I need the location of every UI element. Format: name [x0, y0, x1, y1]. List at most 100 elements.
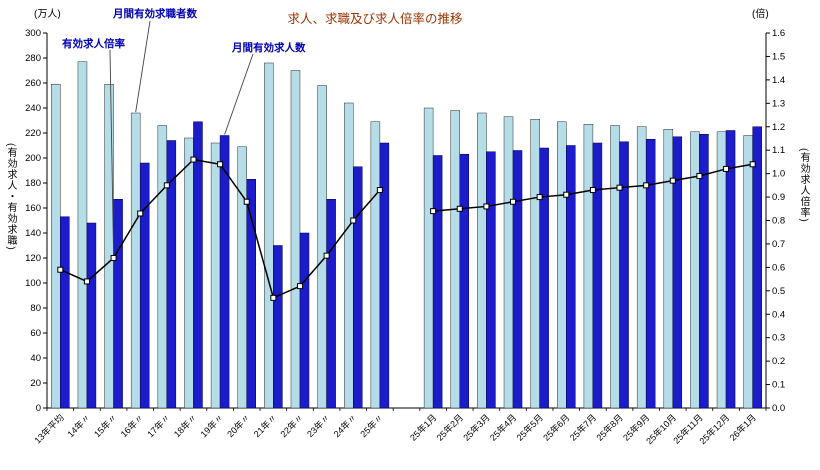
right-axis-tick-label: 0.8 — [772, 216, 785, 227]
ratio-marker — [83, 278, 90, 285]
ratio-marker — [456, 205, 463, 212]
x-category-label: 17年〃 — [145, 412, 173, 440]
ratio-marker — [217, 161, 224, 168]
bar-openings — [486, 151, 496, 409]
ratio-marker — [270, 294, 277, 301]
left-axis-tick-label: 220 — [25, 128, 41, 139]
bar-openings — [166, 140, 177, 409]
left-axis-tick-label: 60 — [30, 328, 41, 339]
legend-openings-label: 月間有効求人数 — [232, 42, 306, 54]
bar-openings — [193, 121, 203, 409]
bar-seekers — [636, 126, 647, 409]
legend-seekers-label: 月間有効求職者数 — [113, 8, 197, 20]
left-axis-tick-label: 140 — [25, 228, 41, 239]
bar-openings — [299, 232, 310, 409]
ratio-marker — [669, 177, 676, 184]
bar-seekers — [104, 84, 114, 409]
right-axis-tick-label: 0.7 — [772, 239, 785, 250]
bar-openings — [752, 126, 762, 409]
x-category-label: 24年〃 — [331, 412, 359, 440]
left-axis-tick-label: 180 — [25, 178, 41, 189]
x-category-label: 22年〃 — [278, 412, 306, 440]
left-axis-tick-label: 100 — [25, 278, 41, 289]
right-axis-tick-label: 0.9 — [772, 192, 785, 203]
left-axis-tick-label: 300 — [25, 28, 41, 39]
x-category-label: 25年6月 — [541, 412, 572, 443]
bar-seekers — [477, 112, 487, 409]
x-category-label: 25年〃 — [358, 412, 386, 440]
bar-seekers — [503, 116, 514, 409]
bar-seekers — [157, 125, 168, 409]
annotation-line-seekers — [135, 20, 151, 113]
left-axis-tick-label: 0 — [36, 403, 41, 414]
bar-openings — [113, 199, 123, 409]
bar-seekers — [130, 112, 141, 409]
left-axis-unit-label: (万人) — [34, 9, 61, 20]
right-axis-tick-label: 0.6 — [772, 262, 785, 273]
right-axis-tick-label: 0.0 — [772, 403, 785, 414]
bar-openings — [219, 135, 230, 409]
right-axis-title: (有効求人倍率) — [798, 148, 809, 223]
bar-openings — [619, 141, 629, 409]
x-category-label: 25年2月 — [434, 412, 465, 443]
bar-seekers — [450, 110, 461, 409]
bar-openings — [326, 199, 336, 409]
annotation-line-openings — [224, 53, 254, 135]
x-category-label: 13年平均 — [32, 412, 66, 446]
x-category-label: 18年〃 — [171, 412, 199, 440]
x-category-label: 14年〃 — [65, 412, 93, 440]
bar-openings — [566, 145, 576, 409]
left-axis-tick-label: 160 — [25, 203, 41, 214]
bar-seekers — [530, 119, 540, 409]
ratio-marker — [163, 182, 170, 189]
right-axis-tick-label: 1.3 — [772, 98, 785, 109]
ratio-marker — [243, 198, 250, 205]
ratio-marker — [190, 156, 197, 163]
bar-seekers — [423, 107, 434, 409]
bar-seekers — [343, 102, 354, 409]
bar-seekers — [77, 61, 88, 409]
right-axis-tick-label: 1.6 — [772, 28, 785, 39]
bar-openings — [512, 150, 523, 409]
bar-seekers — [557, 121, 567, 409]
left-axis-tick-label: 20 — [30, 378, 41, 389]
ratio-marker — [563, 191, 570, 198]
right-axis-tick-label: 1.1 — [772, 145, 785, 156]
x-category-label: 23年〃 — [304, 412, 332, 440]
bar-seekers — [51, 84, 61, 409]
ratio-marker — [376, 187, 383, 194]
bar-seekers — [370, 121, 381, 409]
bar-openings — [60, 216, 70, 409]
right-axis-tick-label: 1.5 — [772, 51, 785, 62]
ratio-marker — [57, 266, 64, 273]
bar-openings — [86, 222, 97, 409]
ratio-marker — [323, 252, 330, 259]
x-category-label: 25年7月 — [567, 412, 598, 443]
x-category-label: 25年5月 — [514, 412, 545, 443]
x-category-label: 25年8月 — [594, 412, 625, 443]
bar-openings — [379, 142, 390, 409]
chart-title: 求人、求職及び求人倍率の推移 — [287, 12, 463, 26]
bar-openings — [432, 155, 443, 409]
x-category-label: 25年4月 — [487, 412, 518, 443]
legend-ratio-label: 有効求人倍率 — [62, 38, 125, 50]
left-axis-tick-label: 80 — [30, 303, 41, 314]
bar-seekers — [264, 62, 274, 409]
ratio-marker — [749, 161, 756, 168]
bar-seekers — [716, 131, 727, 409]
ratio-marker — [110, 255, 117, 261]
bar-seekers — [743, 135, 753, 409]
x-category-label: 16年〃 — [118, 412, 146, 440]
left-axis-tick-label: 260 — [25, 78, 41, 89]
right-axis-tick-label: 0.4 — [772, 309, 785, 320]
bar-openings — [725, 130, 736, 409]
right-axis-tick-label: 0.5 — [772, 286, 785, 297]
ratio-marker — [350, 217, 357, 224]
right-axis-tick-label: 0.3 — [772, 333, 785, 344]
bar-openings — [592, 142, 603, 409]
bar-seekers — [317, 85, 327, 409]
left-axis-tick-label: 120 — [25, 253, 41, 264]
annotation-line-ratio — [109, 49, 115, 255]
